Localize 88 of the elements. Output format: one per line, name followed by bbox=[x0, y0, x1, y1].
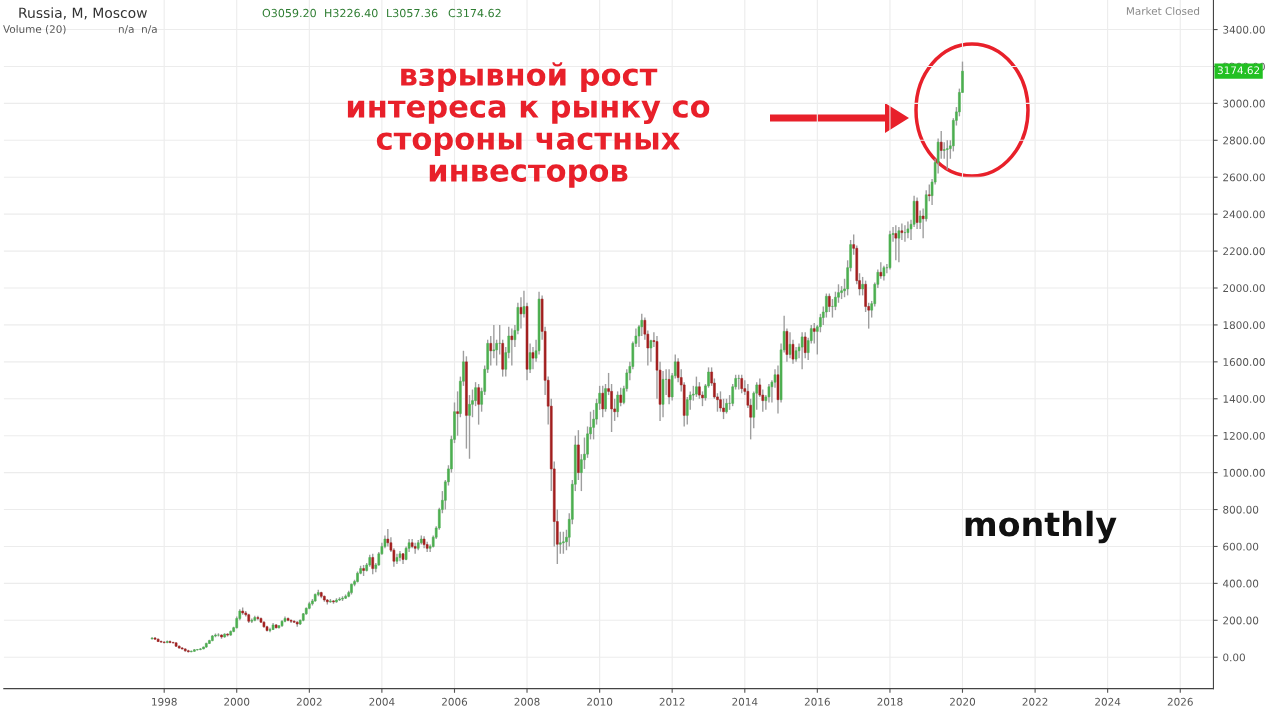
y-tick-label: 1600.00 bbox=[1223, 358, 1265, 366]
y-tick-label: 3000.00 bbox=[1223, 99, 1265, 108]
candlestick bbox=[831, 298, 834, 319]
candlestick bbox=[211, 634, 214, 643]
annotation: H3226.40 bbox=[325, 8, 378, 18]
candlestick bbox=[725, 398, 728, 415]
candlestick bbox=[214, 632, 217, 638]
x-tick-label: 2014 bbox=[732, 697, 758, 706]
y-tick-label: 800.00 bbox=[1223, 505, 1259, 514]
candlestick bbox=[341, 595, 344, 602]
candlestick bbox=[510, 327, 514, 367]
y-tick-label: 2800.00 bbox=[1223, 136, 1265, 145]
annotation: Volume (20) bbox=[3, 24, 66, 35]
candlestick bbox=[616, 390, 619, 418]
annotation: O3059.20 bbox=[262, 8, 316, 18]
candlestick bbox=[344, 593, 347, 600]
x-tick-label: 2018 bbox=[877, 697, 903, 706]
candlestick bbox=[323, 594, 326, 603]
candlestick bbox=[226, 632, 229, 638]
candlestick bbox=[619, 386, 622, 407]
candlestick bbox=[800, 331, 804, 370]
x-tick-label: 2004 bbox=[369, 697, 395, 706]
candlestick bbox=[329, 598, 332, 604]
x-tick-label: 1998 bbox=[152, 697, 177, 706]
candlestick bbox=[223, 632, 226, 639]
candlestick bbox=[667, 368, 671, 406]
candlestick bbox=[468, 394, 471, 460]
candlestick bbox=[861, 276, 864, 297]
candlestick bbox=[921, 207, 925, 239]
candlestick bbox=[601, 385, 604, 418]
candlestick bbox=[695, 375, 698, 398]
annotation: взрывной рост интереса к рынку со стороны частных инвесторов bbox=[347, 62, 710, 188]
x-tick-label: 2010 bbox=[587, 697, 613, 706]
candlestick bbox=[812, 322, 816, 345]
candlestick bbox=[946, 139, 949, 171]
x-tick-label: 2000 bbox=[224, 697, 250, 706]
candlestick bbox=[332, 599, 335, 605]
candlestick bbox=[229, 629, 232, 637]
annotation: monthly bbox=[965, 510, 1117, 544]
candlestick bbox=[894, 224, 898, 262]
y-tick-label: 2000.00 bbox=[1223, 284, 1265, 293]
candlestick bbox=[193, 648, 196, 653]
y-tick-label: 2600.00 bbox=[1223, 173, 1265, 182]
y-tick-label: 1400.00 bbox=[1223, 395, 1265, 403]
y-tick-label: 1000.00 bbox=[1223, 468, 1265, 477]
candlestick bbox=[559, 530, 562, 555]
y-tick-label: 200.00 bbox=[1223, 616, 1259, 625]
candlestick bbox=[915, 196, 919, 230]
y-tick-label: 400.00 bbox=[1222, 579, 1259, 588]
y-tick-label: 2400.00 bbox=[1223, 210, 1265, 219]
candlestick bbox=[906, 220, 910, 239]
candlestick bbox=[217, 632, 220, 638]
candlestick bbox=[311, 598, 314, 607]
candlestick bbox=[356, 570, 359, 584]
y-tick-label: 1800.00 bbox=[1223, 321, 1265, 330]
y-tick-label: 2200.00 bbox=[1223, 247, 1265, 256]
candlestick bbox=[362, 564, 365, 577]
x-tick-label: 2024 bbox=[1095, 697, 1121, 706]
x-tick-label: 2020 bbox=[949, 697, 976, 706]
candlestick bbox=[897, 226, 901, 263]
x-tick-label: 2008 bbox=[514, 697, 540, 706]
x-tick-label: 2002 bbox=[296, 697, 322, 706]
candlestick bbox=[477, 383, 480, 426]
candlestick bbox=[903, 224, 907, 243]
x-tick-label: 2022 bbox=[1022, 697, 1048, 706]
candlestick bbox=[456, 390, 459, 437]
annotation: Russia, M, Moscow bbox=[19, 7, 147, 20]
candlestick bbox=[326, 598, 329, 606]
candlestick bbox=[208, 638, 211, 645]
candlestick bbox=[338, 596, 341, 602]
x-tick-label: 2012 bbox=[659, 697, 685, 706]
x-tick-label: 2006 bbox=[442, 697, 468, 706]
candlestick bbox=[220, 633, 223, 640]
annotation: n/a n/a bbox=[118, 25, 157, 34]
candlestick bbox=[413, 542, 417, 555]
y-tick-label: 600.00 bbox=[1223, 542, 1259, 551]
x-tick-label: 2026 bbox=[1167, 697, 1193, 706]
y-tick-label: 1200.00 bbox=[1223, 431, 1265, 440]
annotation: C3174.62 bbox=[448, 8, 501, 18]
y-tick-label: 0.00 bbox=[1223, 653, 1245, 662]
candlestick bbox=[498, 324, 501, 356]
annotation: L3057.36 bbox=[387, 8, 438, 18]
candlestick bbox=[562, 530, 565, 555]
annotation: Market Closed bbox=[1126, 6, 1200, 16]
candlestick bbox=[335, 597, 338, 604]
y-tick-label: 3400.00 bbox=[1223, 25, 1265, 34]
candlestick bbox=[199, 647, 202, 651]
x-tick-label: 2016 bbox=[804, 697, 830, 706]
